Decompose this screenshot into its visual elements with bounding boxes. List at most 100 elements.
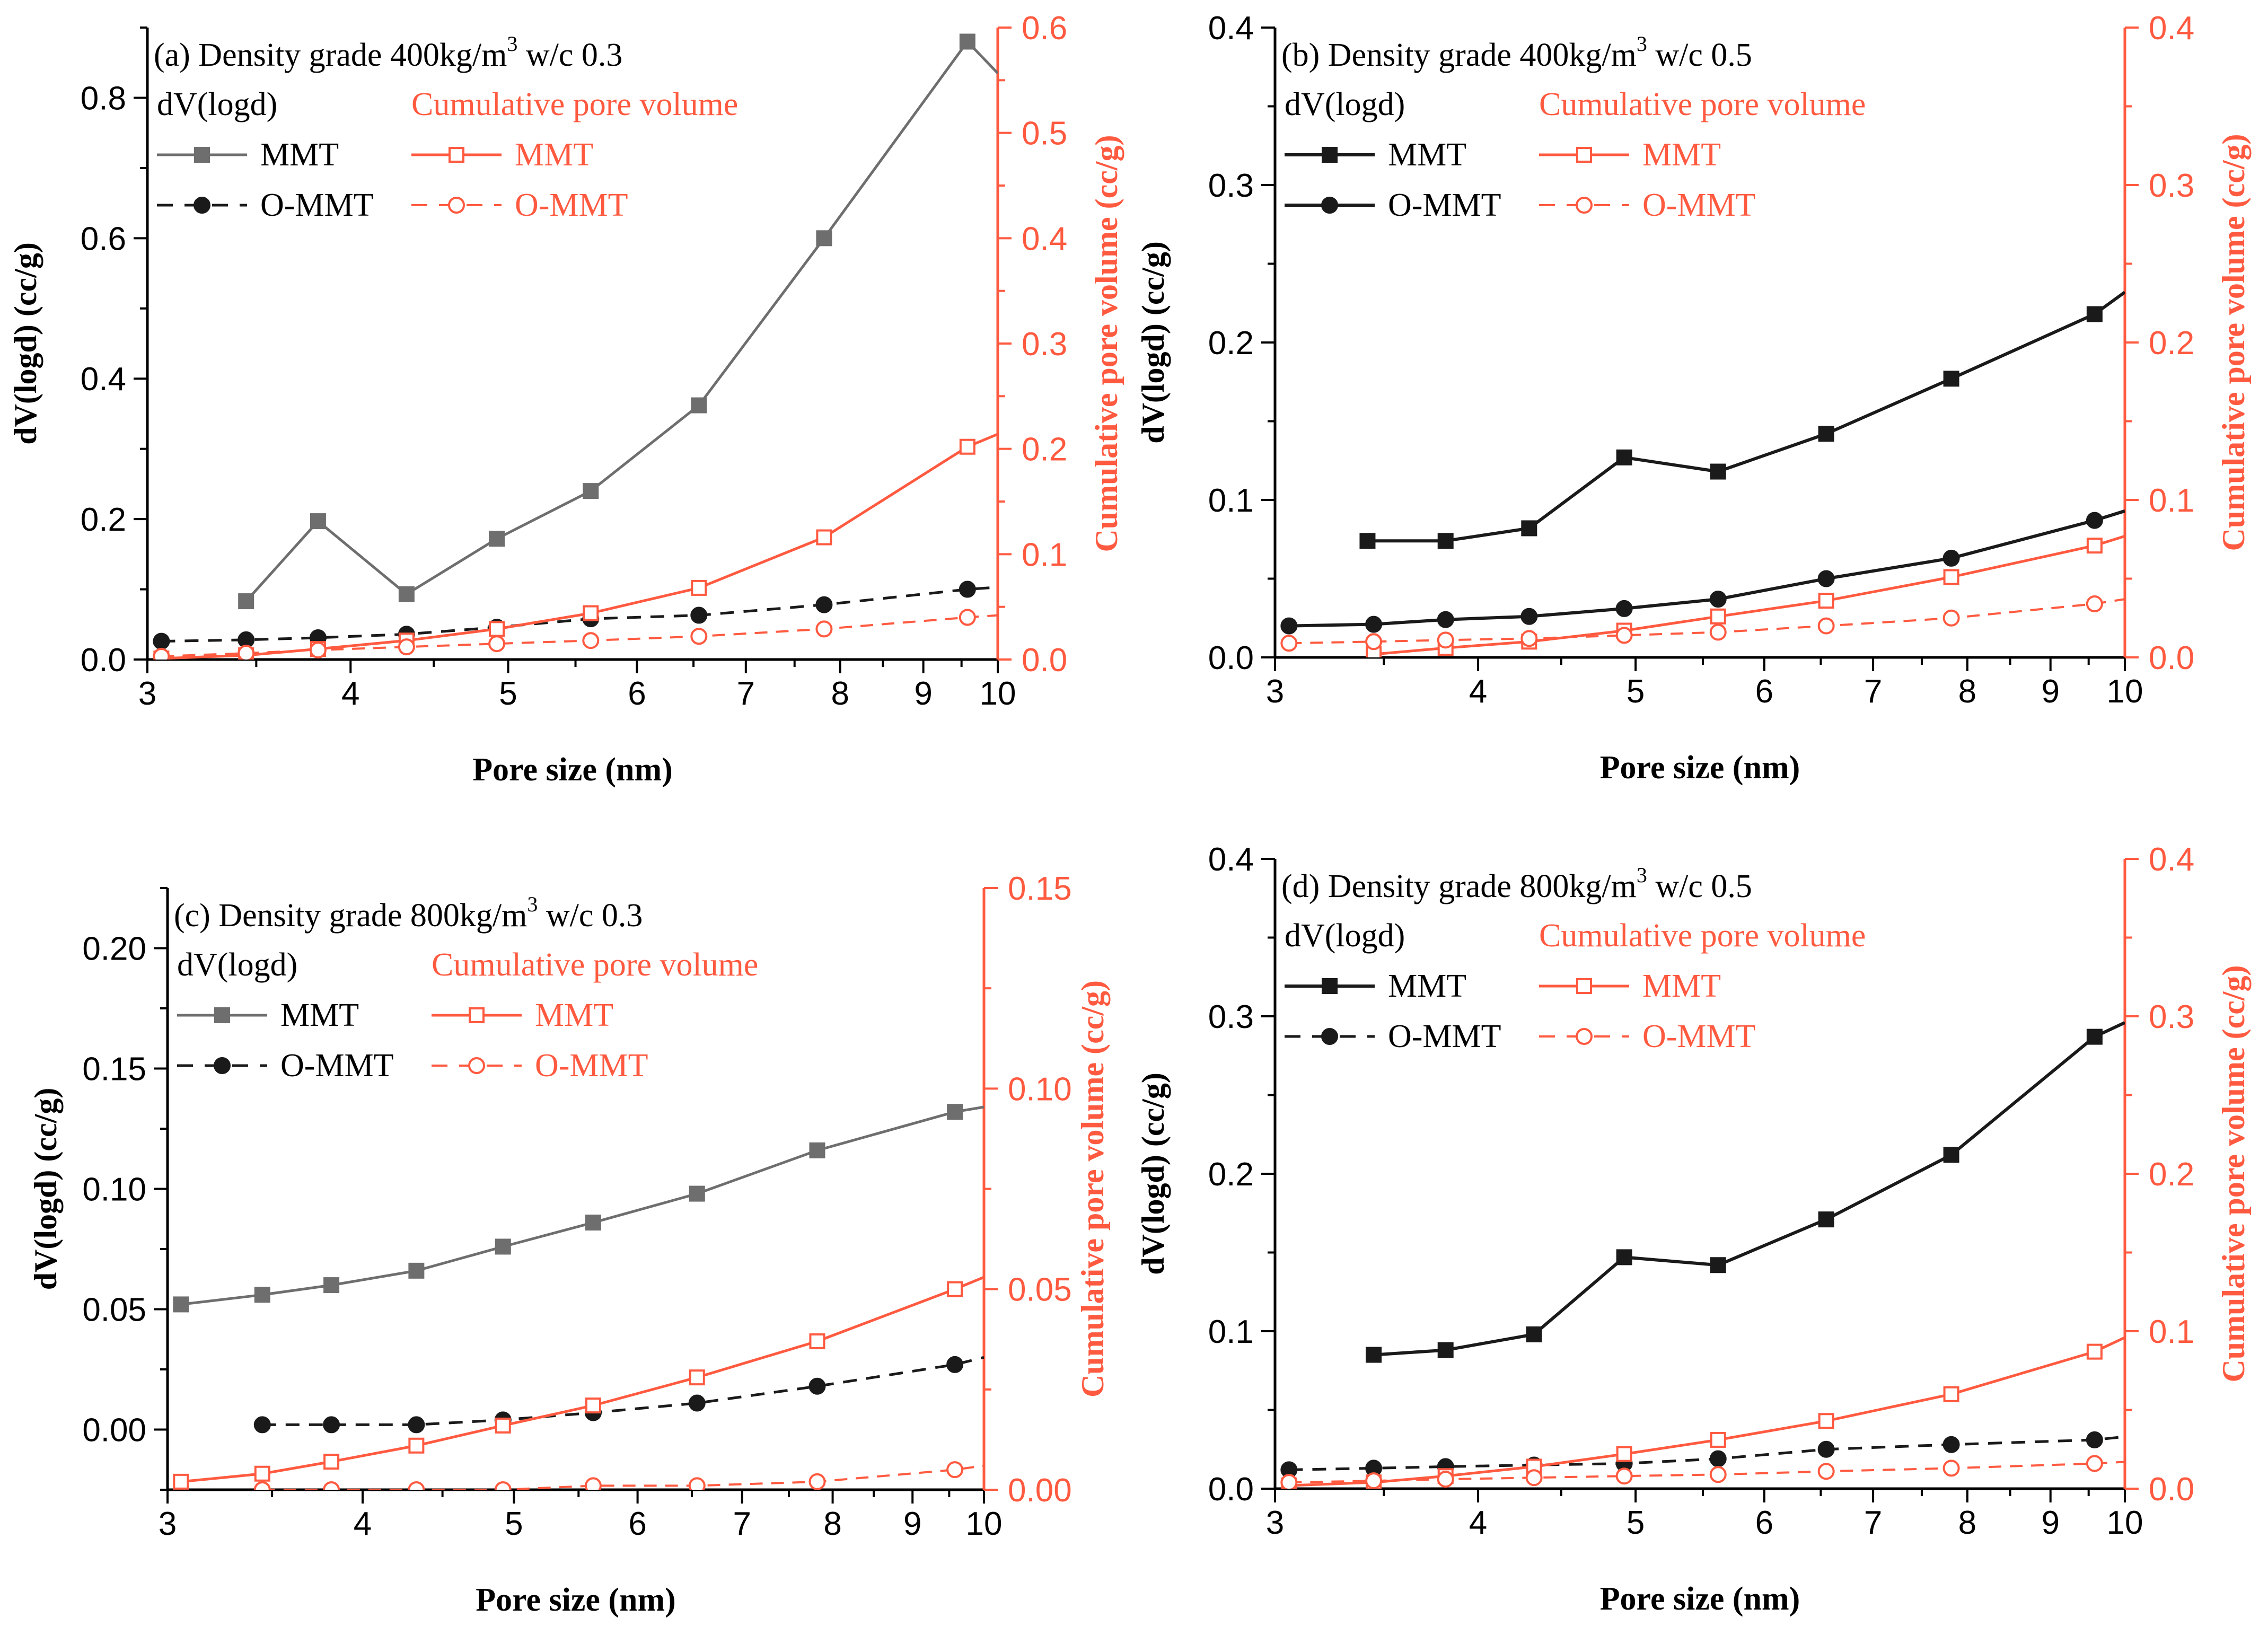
series-cum-mmt [1366, 534, 2125, 657]
data-point [1943, 1386, 1959, 1402]
data-point [809, 1142, 825, 1158]
data-point [1943, 371, 1959, 387]
x-tick-label: 10 [2107, 673, 2143, 710]
data-point [1616, 449, 1632, 465]
data-point [1817, 1440, 1835, 1458]
data-point [1437, 533, 1454, 549]
y2-tick-label: 0.0 [1022, 642, 1067, 679]
legend-marker [468, 1057, 485, 1074]
data-point [408, 1437, 425, 1454]
x-tick-label: 8 [823, 1506, 841, 1542]
legend-marker [448, 197, 465, 214]
data-point [1942, 549, 1960, 567]
series-line [262, 1464, 984, 1490]
data-point [2086, 1455, 2103, 1472]
legend-label: O-MMT [280, 1048, 394, 1084]
data-point [1616, 1446, 1632, 1462]
legend-marker [214, 1007, 230, 1023]
data-point [1710, 608, 1726, 625]
data-point [1365, 616, 1383, 633]
panel-title: (d) Density grade 800kg/m3 w/c 0.5 [1281, 863, 1752, 904]
y-tick-label: 0.2 [1208, 1156, 1254, 1193]
x-tick-label: 6 [1755, 673, 1773, 710]
y-tick-label: 0.0 [81, 642, 126, 679]
data-point [2086, 1431, 2103, 1448]
data-point [310, 513, 326, 530]
x-tick-label: 5 [1627, 1505, 1645, 1541]
legend-label: MMT [535, 997, 613, 1033]
data-point [309, 641, 327, 659]
series-cum-o-mmt [253, 1461, 984, 1490]
y2-tick-label: 0.0 [2149, 640, 2194, 676]
data-point [1818, 426, 1834, 442]
y-tick-label: 0.3 [1208, 168, 1254, 204]
data-point [323, 1481, 340, 1490]
series-cum-o-mmt [1280, 595, 2125, 652]
series-dv-mmt [238, 33, 998, 610]
legend-label: MMT [280, 997, 359, 1033]
series-line [181, 1276, 984, 1483]
data-point [1942, 609, 1960, 627]
series-line [1289, 598, 2125, 645]
series-cum-o-mmt [1280, 1455, 2125, 1489]
x-tick-label: 3 [138, 675, 156, 712]
legend-label: O-MMT [515, 187, 628, 223]
data-point [2086, 1343, 2103, 1360]
series-line [1289, 1435, 2125, 1471]
legend-marker [1576, 1028, 1593, 1045]
data-point [494, 1481, 512, 1490]
data-point [1943, 569, 1959, 585]
y2-axis-label: Cumulative pore volume (cc/g) [1089, 135, 1124, 552]
y-tick-label: 0.8 [81, 80, 126, 117]
x-tick-label: 5 [1627, 673, 1645, 710]
y-tick-label: 0.6 [81, 221, 126, 257]
series-line [161, 614, 998, 657]
y2-tick-label: 0.4 [1022, 221, 1067, 257]
legend-label: MMT [1388, 137, 1466, 173]
data-point [253, 1481, 271, 1490]
x-tick-label: 5 [505, 1506, 523, 1542]
x-tick-label: 3 [1266, 673, 1284, 710]
x-axis-label: Pore size (nm) [472, 752, 673, 788]
x-tick-label: 9 [2041, 673, 2059, 710]
x-tick-label: 9 [2041, 1505, 2059, 1541]
data-point [1525, 1469, 1543, 1487]
data-point [323, 1454, 340, 1470]
data-point [238, 593, 254, 610]
data-point [1280, 635, 1298, 652]
panel-a: 3 4 5 6 7 8 9 100.00.20.40.60.80.00.10.20.30.40… [8, 10, 1124, 788]
legend-marker [449, 147, 464, 163]
legend-marker [214, 1057, 231, 1074]
y2-tick-label: 0.2 [2149, 325, 2194, 362]
legend-marker [469, 1007, 485, 1023]
y2-axis-label: Cumulative pore volume (cc/g) [2216, 965, 2251, 1382]
y-tick-label: 0.2 [1208, 325, 1254, 362]
data-point [1818, 1211, 1834, 1228]
series-cum-mmt [173, 1276, 984, 1490]
data-point [1942, 1460, 1960, 1477]
data-point [1365, 1472, 1383, 1489]
y-tick-label: 0.3 [1208, 999, 1254, 1035]
panel-title: (c) Density grade 800kg/m3 w/c 0.3 [174, 892, 643, 934]
x-tick-label: 8 [831, 675, 849, 712]
x-axis-label: Pore size (nm) [1600, 750, 1800, 786]
data-point [583, 483, 599, 499]
y-axis-label: dV(logd) (cc/g) [1136, 1073, 1171, 1275]
y-tick-label: 0.15 [82, 1051, 146, 1088]
y-tick-label: 0.4 [1208, 10, 1254, 47]
data-point [2086, 306, 2103, 322]
data-point [1710, 1257, 1726, 1273]
legend: dV(logd) Cumulative pore volume MMT O-MMT MM… [157, 86, 738, 223]
y-axis-label: dV(logd) (cc/g) [28, 1088, 63, 1290]
y-tick-label: 0.0 [1208, 640, 1254, 676]
series-line [1289, 1461, 2125, 1484]
data-point [495, 1238, 511, 1255]
y-tick-label: 0.4 [81, 361, 126, 398]
data-point [1437, 1342, 1454, 1358]
data-point [1615, 600, 1633, 617]
data-point [1526, 1326, 1542, 1342]
y2-axis-label: Cumulative pore volume (cc/g) [2216, 134, 2251, 551]
y2-tick-label: 0.00 [1008, 1472, 1072, 1509]
panel-c: 3 4 5 6 7 8 9 100.000.050.100.150.200.000.050.1… [28, 871, 1110, 1618]
data-point [408, 1262, 425, 1279]
